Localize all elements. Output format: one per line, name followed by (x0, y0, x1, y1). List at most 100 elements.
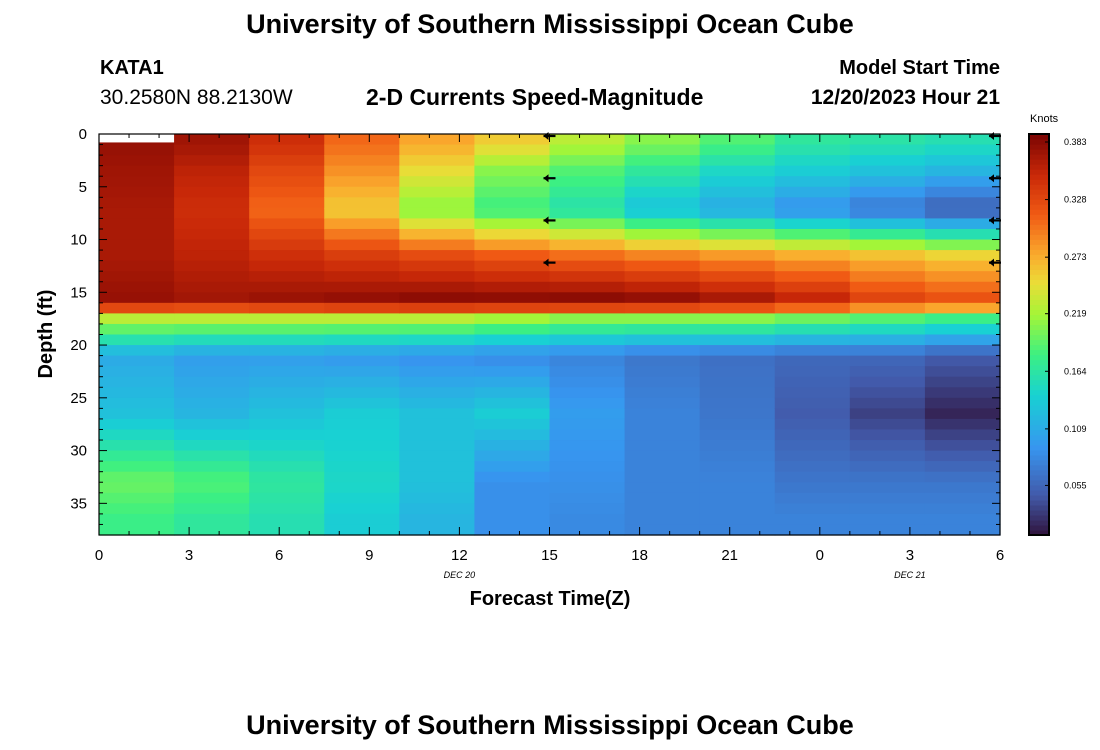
heatmap-cell (549, 471, 626, 483)
heatmap-cell (399, 524, 476, 536)
heatmap-cell (174, 313, 250, 325)
y-tick-label: 30 (70, 443, 87, 460)
heatmap-cell (324, 471, 400, 483)
heatmap-cell (249, 524, 325, 536)
colorbar-tick-label: 0.273 (1064, 252, 1087, 262)
colorbar-segment (1029, 514, 1049, 521)
heatmap-cell (324, 397, 400, 409)
colorbar-segment (1029, 239, 1049, 245)
heatmap-cell (174, 302, 250, 314)
heatmap-cell (399, 176, 476, 188)
heatmap-cell (249, 323, 325, 336)
x-tick-label: 21 (721, 547, 738, 564)
heatmap-cell (624, 239, 701, 251)
heatmap-cell (324, 376, 400, 388)
footer-title: University of Southern Mississippi Ocean… (246, 710, 854, 740)
heatmap-cell (399, 207, 476, 220)
heatmap-cell (99, 345, 175, 357)
colorbar-segment (1029, 464, 1049, 471)
heatmap-cell (174, 345, 250, 357)
colorbar-segment (1029, 169, 1049, 175)
heatmap-cell (174, 461, 250, 473)
heatmap-cell (849, 513, 926, 526)
heatmap-cell (399, 313, 476, 325)
heatmap-cell (324, 418, 400, 431)
heatmap-cell (549, 250, 626, 262)
heatmap-cell (249, 429, 325, 441)
heatmap-cell (99, 281, 175, 293)
heatmap-cell (174, 281, 250, 293)
heatmap-cell (924, 429, 1001, 441)
heatmap-cell (99, 218, 175, 230)
heatmap-cell (474, 366, 551, 378)
heatmap-cell (474, 503, 551, 515)
heatmap-cell (549, 334, 626, 346)
heatmap-cell (549, 134, 626, 146)
colorbar-segment (1029, 399, 1049, 406)
heatmap-cell (849, 503, 926, 515)
colorbar-segment (1029, 439, 1049, 446)
heatmap-cell (849, 345, 926, 357)
heatmap-cell (849, 492, 926, 504)
heatmap-cell (174, 513, 250, 526)
heatmap-cell (774, 292, 851, 304)
heatmap-cell (399, 260, 476, 272)
heatmap-cell (924, 408, 1001, 420)
heatmap-cell (774, 207, 851, 220)
heatmap-cell (549, 186, 626, 198)
heatmap-cell (174, 239, 250, 251)
heatmap-cell (849, 376, 926, 388)
colorbar-segment (1029, 159, 1049, 165)
heatmap-cell (924, 218, 1001, 230)
heatmap-cell (474, 387, 551, 399)
colorbar-segment (1029, 444, 1049, 451)
heatmap-cell (774, 397, 851, 409)
colorbar-segment (1029, 179, 1049, 185)
heatmap-cell (774, 302, 851, 314)
heatmap-cell (849, 281, 926, 293)
colorbar-segment (1029, 414, 1049, 421)
heatmap-cell (549, 218, 626, 230)
heatmap-cell (249, 513, 325, 526)
x-tick-label: 0 (816, 547, 824, 564)
colorbar-segment (1029, 154, 1049, 160)
heatmap-cell (849, 440, 926, 452)
heatmap-cell (549, 524, 626, 536)
colorbar-segment (1029, 149, 1049, 155)
heatmap-cell (699, 397, 776, 409)
colorbar-segment (1029, 504, 1049, 511)
x-tick-label: 18 (631, 547, 648, 564)
heatmap-cell (924, 302, 1001, 314)
heatmap-cell (774, 429, 851, 441)
heatmap-cell (774, 186, 851, 198)
colorbar-segment (1029, 224, 1049, 230)
heatmap-cell (774, 228, 851, 241)
heatmap-cell (99, 292, 175, 304)
heatmap-cell (174, 134, 250, 146)
heatmap-cell (474, 165, 551, 177)
colorbar-segment (1029, 489, 1049, 496)
heatmap-cell (399, 492, 476, 504)
colorbar-segment (1029, 314, 1049, 321)
colorbar-segment (1029, 484, 1049, 491)
heatmap-cell (174, 376, 250, 388)
heatmap-cell (324, 450, 400, 462)
heatmap-cell (474, 186, 551, 198)
colorbar-segment (1029, 519, 1049, 526)
colorbar-segment (1029, 134, 1049, 140)
heatmap-cell (849, 366, 926, 378)
colorbar-segment (1029, 324, 1049, 331)
plot-axes: 0 3 6 9 12 15 18 21 0 3 6 DEC 20 DEC 21 0 5 10 15 20 25 30 3… (70, 126, 1004, 580)
heatmap-cell (99, 503, 175, 515)
heatmap-cell (924, 207, 1001, 220)
chart-title: 2-D Currents Speed-Magnitude (366, 84, 704, 110)
heatmap-cell (399, 155, 476, 167)
heatmap-cell (99, 313, 175, 325)
heatmap-cell (174, 503, 250, 515)
heatmap-cell (849, 207, 926, 220)
heatmap-cell (549, 461, 626, 473)
heatmap-cell (849, 471, 926, 483)
heatmap-cell (324, 228, 400, 241)
colorbar-segment (1029, 249, 1049, 255)
heatmap-cell (624, 492, 701, 504)
